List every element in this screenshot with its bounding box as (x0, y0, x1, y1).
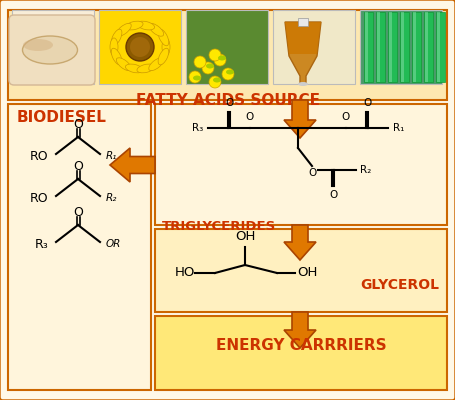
Text: OH: OH (235, 230, 255, 243)
Polygon shape (285, 22, 321, 54)
Ellipse shape (298, 82, 308, 86)
Text: O: O (73, 118, 83, 130)
Bar (377, 12, 380, 82)
Circle shape (194, 56, 206, 68)
Circle shape (202, 62, 214, 74)
Text: R₁: R₁ (106, 151, 117, 161)
Bar (389, 12, 392, 82)
Bar (155, 229, 447, 312)
Text: O: O (363, 98, 371, 108)
Text: OH: OH (297, 266, 318, 280)
Ellipse shape (126, 21, 143, 30)
Text: OR: OR (106, 239, 121, 249)
Text: RO: RO (30, 150, 48, 162)
Bar (364, 12, 373, 82)
Ellipse shape (116, 58, 131, 71)
Circle shape (126, 33, 154, 61)
Polygon shape (110, 148, 155, 182)
Bar (12, 10, 94, 84)
Circle shape (209, 49, 221, 61)
Ellipse shape (22, 36, 77, 64)
Ellipse shape (193, 76, 201, 80)
Ellipse shape (226, 70, 234, 74)
Text: ENERGY CARRRIERS: ENERGY CARRRIERS (216, 338, 386, 352)
Ellipse shape (111, 48, 122, 65)
Bar (401, 12, 404, 82)
Bar (365, 12, 368, 82)
Text: O: O (225, 98, 233, 108)
Text: GLYCEROL: GLYCEROL (360, 278, 440, 292)
Text: O: O (342, 112, 350, 122)
Bar (400, 12, 409, 82)
Bar (8, 10, 447, 100)
Ellipse shape (149, 23, 164, 36)
Circle shape (189, 71, 201, 83)
Ellipse shape (111, 29, 122, 46)
Bar (437, 12, 440, 82)
Polygon shape (284, 100, 316, 138)
Text: O: O (73, 160, 83, 172)
Text: R₃: R₃ (192, 123, 203, 133)
Text: RO: RO (30, 192, 48, 204)
Bar (298, 18, 308, 26)
Ellipse shape (213, 78, 221, 82)
Bar (413, 12, 416, 82)
Ellipse shape (162, 38, 170, 56)
Text: R₂: R₂ (106, 193, 117, 203)
Polygon shape (284, 225, 316, 260)
Circle shape (214, 54, 226, 66)
Text: O: O (308, 168, 316, 178)
Text: R₂: R₂ (360, 165, 371, 175)
Bar (273, 10, 355, 84)
Circle shape (130, 37, 150, 57)
Polygon shape (285, 22, 321, 84)
Ellipse shape (110, 38, 118, 56)
Ellipse shape (137, 64, 155, 73)
Bar (8, 104, 151, 390)
Ellipse shape (158, 48, 169, 65)
Bar (424, 12, 433, 82)
Bar (155, 316, 447, 390)
Bar (436, 12, 445, 82)
Ellipse shape (23, 39, 53, 51)
Ellipse shape (137, 21, 155, 30)
Text: O: O (246, 112, 254, 122)
Ellipse shape (158, 29, 169, 46)
Text: R₁: R₁ (393, 123, 404, 133)
FancyBboxPatch shape (9, 15, 95, 85)
Text: R₃: R₃ (34, 238, 48, 250)
Text: BIODIESEL: BIODIESEL (17, 110, 107, 125)
Ellipse shape (126, 64, 143, 73)
Bar (412, 12, 421, 82)
Ellipse shape (116, 23, 131, 36)
Text: HO: HO (175, 266, 195, 280)
Bar (99, 10, 181, 84)
Text: O: O (329, 190, 337, 200)
Circle shape (222, 68, 234, 80)
Bar (388, 12, 397, 82)
Ellipse shape (149, 58, 164, 71)
Text: TRIGLYCERIDES: TRIGLYCERIDES (162, 220, 276, 233)
Circle shape (209, 76, 221, 88)
Bar (376, 12, 385, 82)
Bar (155, 104, 447, 225)
Bar (186, 10, 268, 84)
Text: FATTY ACIDS SOURCE: FATTY ACIDS SOURCE (136, 93, 320, 108)
Polygon shape (284, 312, 316, 348)
Ellipse shape (218, 56, 226, 60)
Text: O: O (73, 206, 83, 218)
Bar (360, 10, 442, 84)
Bar (425, 12, 428, 82)
Ellipse shape (206, 64, 214, 68)
